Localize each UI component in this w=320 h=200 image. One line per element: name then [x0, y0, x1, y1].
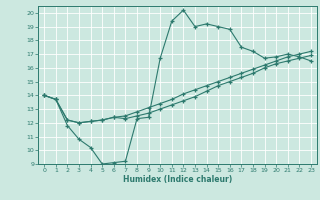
X-axis label: Humidex (Indice chaleur): Humidex (Indice chaleur) [123, 175, 232, 184]
